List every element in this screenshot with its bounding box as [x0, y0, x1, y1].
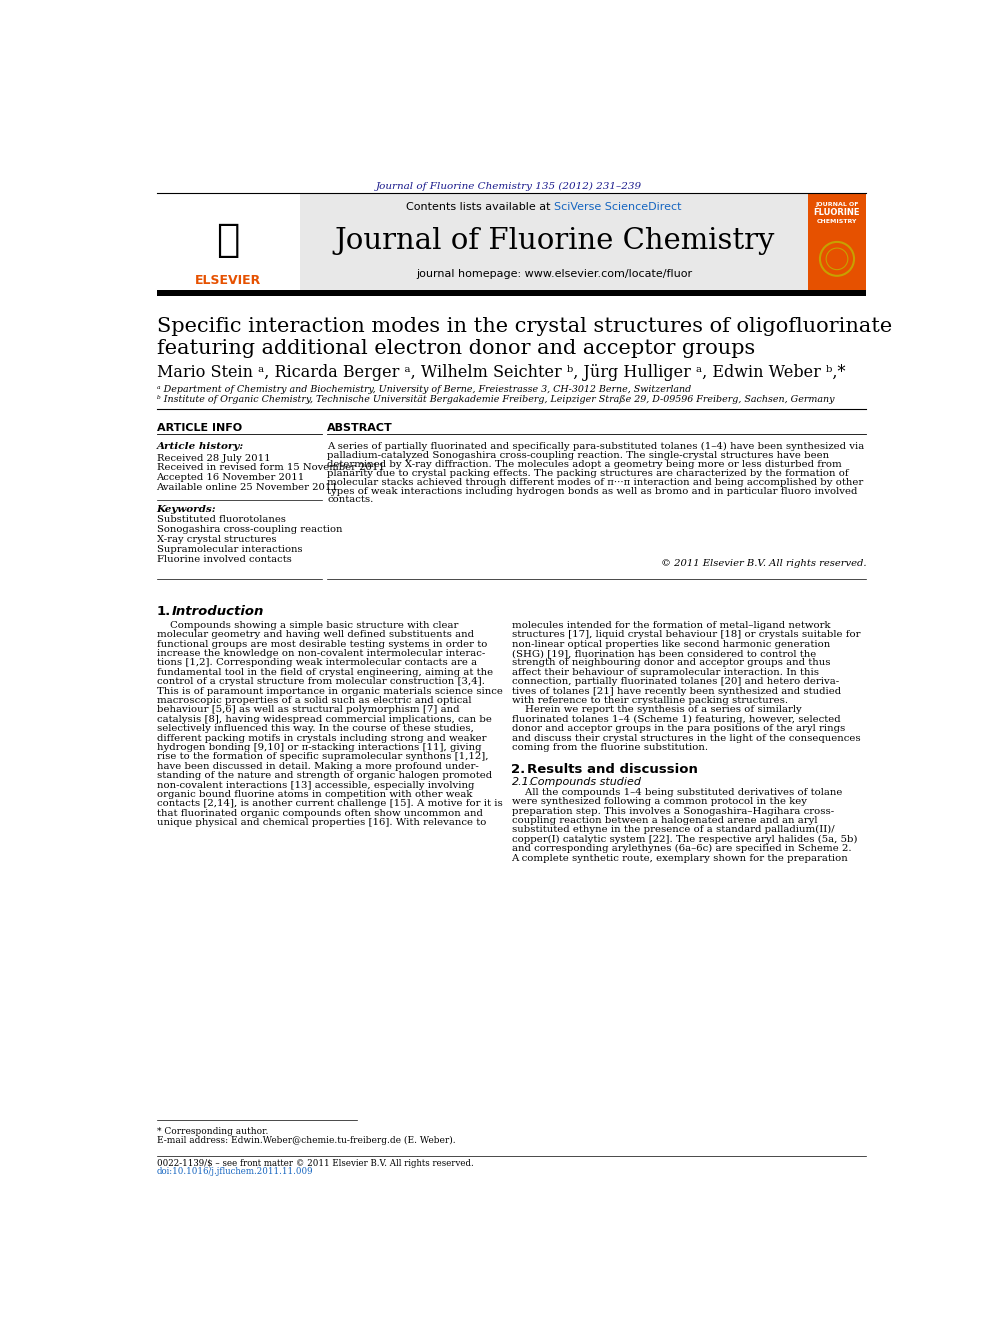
Text: Accepted 16 November 2011: Accepted 16 November 2011: [157, 474, 305, 482]
Text: tions [1,2]. Corresponding weak intermolecular contacts are a: tions [1,2]. Corresponding weak intermol…: [157, 659, 477, 668]
Text: unique physical and chemical properties [16]. With relevance to: unique physical and chemical properties …: [157, 818, 486, 827]
Text: and discuss their crystal structures in the light of the consequences: and discuss their crystal structures in …: [512, 734, 860, 742]
Text: tives of tolanes [21] have recently been synthesized and studied: tives of tolanes [21] have recently been…: [512, 687, 840, 696]
Text: Keywords:: Keywords:: [157, 504, 216, 513]
Text: (SHG) [19], fluorination has been considered to control the: (SHG) [19], fluorination has been consid…: [512, 650, 815, 658]
Text: Sonogashira cross-coupling reaction: Sonogashira cross-coupling reaction: [157, 525, 342, 534]
Text: Introduction: Introduction: [172, 605, 265, 618]
Text: that fluorinated organic compounds often show uncommon and: that fluorinated organic compounds often…: [157, 808, 482, 818]
Text: ABSTRACT: ABSTRACT: [327, 423, 393, 433]
Text: control of a crystal structure from molecular construction [3,4].: control of a crystal structure from mole…: [157, 677, 484, 687]
Text: were synthesized following a common protocol in the key: were synthesized following a common prot…: [512, 798, 806, 806]
Text: have been discussed in detail. Making a more profound under-: have been discussed in detail. Making a …: [157, 762, 478, 771]
Text: preparation step. This involves a Sonogashira–Hagihara cross-: preparation step. This involves a Sonoga…: [512, 807, 833, 815]
Text: Available online 25 November 2011: Available online 25 November 2011: [157, 483, 338, 492]
Text: macroscopic properties of a solid such as electric and optical: macroscopic properties of a solid such a…: [157, 696, 471, 705]
Text: structures [17], liquid crystal behaviour [18] or crystals suitable for: structures [17], liquid crystal behaviou…: [512, 630, 860, 639]
Text: copper(I) catalytic system [22]. The respective aryl halides (5a, 5b): copper(I) catalytic system [22]. The res…: [512, 835, 857, 844]
Text: Contents lists available at: Contents lists available at: [406, 201, 555, 212]
Text: molecules intended for the formation of metal–ligand network: molecules intended for the formation of …: [512, 620, 830, 630]
Text: behaviour [5,6] as well as structural polymorphism [7] and: behaviour [5,6] as well as structural po…: [157, 705, 459, 714]
Text: affect their behaviour of supramolecular interaction. In this: affect their behaviour of supramolecular…: [512, 668, 818, 677]
Text: substituted ethyne in the presence of a standard palladium(II)/: substituted ethyne in the presence of a …: [512, 826, 834, 835]
Text: functional groups are most desirable testing systems in order to: functional groups are most desirable tes…: [157, 639, 487, 648]
Text: rise to the formation of specific supramolecular synthons [1,12],: rise to the formation of specific supram…: [157, 753, 488, 762]
Text: Journal of Fluorine Chemistry: Journal of Fluorine Chemistry: [334, 228, 775, 255]
Text: Results and discussion: Results and discussion: [527, 763, 698, 775]
Text: molecular stacks achieved through different modes of π···π interaction and being: molecular stacks achieved through differ…: [327, 478, 863, 487]
Text: hydrogen bonding [9,10] or π-stacking interactions [11], giving: hydrogen bonding [9,10] or π-stacking in…: [157, 744, 481, 751]
Text: increase the knowledge on non-covalent intermolecular interac-: increase the knowledge on non-covalent i…: [157, 650, 485, 658]
Text: ᵃ Department of Chemistry and Biochemistry, University of Berne, Freiestrasse 3,: ᵃ Department of Chemistry and Biochemist…: [157, 385, 690, 394]
Text: Fluorine involved contacts: Fluorine involved contacts: [157, 556, 292, 565]
Text: FLUORINE: FLUORINE: [813, 208, 860, 217]
Text: 0022-1139/$ – see front matter © 2011 Elsevier B.V. All rights reserved.: 0022-1139/$ – see front matter © 2011 El…: [157, 1159, 473, 1168]
Text: with reference to their crystalline packing structures.: with reference to their crystalline pack…: [512, 696, 788, 705]
Text: SciVerse ScienceDirect: SciVerse ScienceDirect: [555, 201, 682, 212]
Text: coupling reaction between a halogenated arene and an aryl: coupling reaction between a halogenated …: [512, 816, 817, 826]
Text: journal homepage: www.elsevier.com/locate/fluor: journal homepage: www.elsevier.com/locat…: [416, 270, 692, 279]
Text: contacts.: contacts.: [327, 495, 373, 504]
Text: non-linear optical properties like second harmonic generation: non-linear optical properties like secon…: [512, 639, 829, 648]
Text: Received in revised form 15 November 2011: Received in revised form 15 November 201…: [157, 463, 385, 472]
Bar: [300, 193, 808, 290]
Text: Journal of Fluorine Chemistry 135 (2012) 231–239: Journal of Fluorine Chemistry 135 (2012)…: [375, 183, 642, 191]
Text: types of weak interactions including hydrogen bonds as well as bromo and in part: types of weak interactions including hyd…: [327, 487, 857, 496]
Text: © 2011 Elsevier B.V. All rights reserved.: © 2011 Elsevier B.V. All rights reserved…: [661, 560, 866, 569]
Text: ELSEVIER: ELSEVIER: [194, 274, 261, 287]
Text: catalysis [8], having widespread commercial implications, can be: catalysis [8], having widespread commerc…: [157, 714, 491, 724]
Bar: [157, 193, 300, 290]
Text: featuring additional electron donor and acceptor groups: featuring additional electron donor and …: [157, 339, 755, 357]
Text: non-covalent interactions [13] accessible, especially involving: non-covalent interactions [13] accessibl…: [157, 781, 474, 790]
Text: 2.: 2.: [512, 763, 526, 775]
Text: Received 28 July 2011: Received 28 July 2011: [157, 454, 270, 463]
Text: different packing motifs in crystals including strong and weaker: different packing motifs in crystals inc…: [157, 734, 486, 742]
Text: This is of paramount importance in organic materials science since: This is of paramount importance in organ…: [157, 687, 502, 696]
Text: and corresponding arylethynes (6a–6c) are specified in Scheme 2.: and corresponding arylethynes (6a–6c) ar…: [512, 844, 851, 853]
Bar: [157, 290, 866, 296]
Text: Substituted fluorotolanes: Substituted fluorotolanes: [157, 516, 286, 524]
Text: contacts [2,14], is another current challenge [15]. A motive for it is: contacts [2,14], is another current chal…: [157, 799, 502, 808]
Text: 1.: 1.: [157, 605, 171, 618]
Text: planarity due to crystal packing effects. The packing structures are characteriz: planarity due to crystal packing effects…: [327, 468, 849, 478]
Text: standing of the nature and strength of organic halogen promoted: standing of the nature and strength of o…: [157, 771, 492, 781]
Text: Herein we report the synthesis of a series of similarly: Herein we report the synthesis of a seri…: [512, 705, 802, 714]
Text: E-mail address: Edwin.Weber@chemie.tu-freiberg.de (E. Weber).: E-mail address: Edwin.Weber@chemie.tu-fr…: [157, 1136, 455, 1146]
Text: Specific interaction modes in the crystal structures of oligofluorinated tolanes: Specific interaction modes in the crysta…: [157, 318, 989, 336]
Text: ᵇ Institute of Organic Chemistry, Technische Universität Bergakademie Freiberg, : ᵇ Institute of Organic Chemistry, Techni…: [157, 394, 834, 404]
Text: * Corresponding author.: * Corresponding author.: [157, 1127, 268, 1135]
Text: Supramolecular interactions: Supramolecular interactions: [157, 545, 302, 554]
Text: Compounds studied: Compounds studied: [530, 777, 641, 787]
Text: palladium-catalyzed Sonogashira cross-coupling reaction. The single-crystal stru: palladium-catalyzed Sonogashira cross-co…: [327, 451, 829, 460]
Text: organic bound fluorine atoms in competition with other weak: organic bound fluorine atoms in competit…: [157, 790, 472, 799]
Text: A series of partially fluorinated and specifically para-substituted tolanes (1–4: A series of partially fluorinated and sp…: [327, 442, 864, 451]
Text: strength of neighbouring donor and acceptor groups and thus: strength of neighbouring donor and accep…: [512, 659, 830, 668]
Text: JOURNAL OF: JOURNAL OF: [815, 202, 859, 208]
Text: X-ray crystal structures: X-ray crystal structures: [157, 536, 276, 544]
Text: Article history:: Article history:: [157, 442, 244, 451]
Text: Mario Stein ᵃ, Ricarda Berger ᵃ, Wilhelm Seichter ᵇ, Jürg Hulliger ᵃ, Edwin Webe: Mario Stein ᵃ, Ricarda Berger ᵃ, Wilhelm…: [157, 364, 845, 381]
Text: fundamental tool in the field of crystal engineering, aiming at the: fundamental tool in the field of crystal…: [157, 668, 493, 677]
Text: A complete synthetic route, exemplary shown for the preparation: A complete synthetic route, exemplary sh…: [512, 853, 848, 863]
Text: fluorinated tolanes 1–4 (Scheme 1) featuring, however, selected: fluorinated tolanes 1–4 (Scheme 1) featu…: [512, 714, 840, 724]
Text: coming from the fluorine substitution.: coming from the fluorine substitution.: [512, 744, 707, 751]
Text: doi:10.1016/j.jfluchem.2011.11.009: doi:10.1016/j.jfluchem.2011.11.009: [157, 1167, 313, 1176]
Text: ARTICLE INFO: ARTICLE INFO: [157, 423, 242, 433]
Text: molecular geometry and having well defined substituents and: molecular geometry and having well defin…: [157, 630, 473, 639]
Text: selectively influenced this way. In the course of these studies,: selectively influenced this way. In the …: [157, 724, 473, 733]
Text: CHEMISTRY: CHEMISTRY: [816, 220, 857, 225]
Text: connection, partially fluorinated tolanes [20] and hetero deriva-: connection, partially fluorinated tolane…: [512, 677, 838, 687]
Text: donor and acceptor groups in the para positions of the aryl rings: donor and acceptor groups in the para po…: [512, 724, 845, 733]
Text: determined by X-ray diffraction. The molecules adopt a geometry being more or le: determined by X-ray diffraction. The mol…: [327, 460, 842, 468]
Bar: [808, 193, 866, 290]
Text: All the compounds 1–4 being substituted derivatives of tolane: All the compounds 1–4 being substituted …: [512, 787, 842, 796]
Text: Compounds showing a simple basic structure with clear: Compounds showing a simple basic structu…: [157, 620, 458, 630]
Text: 🌲: 🌲: [216, 221, 239, 258]
Text: 2.1.: 2.1.: [512, 777, 533, 787]
